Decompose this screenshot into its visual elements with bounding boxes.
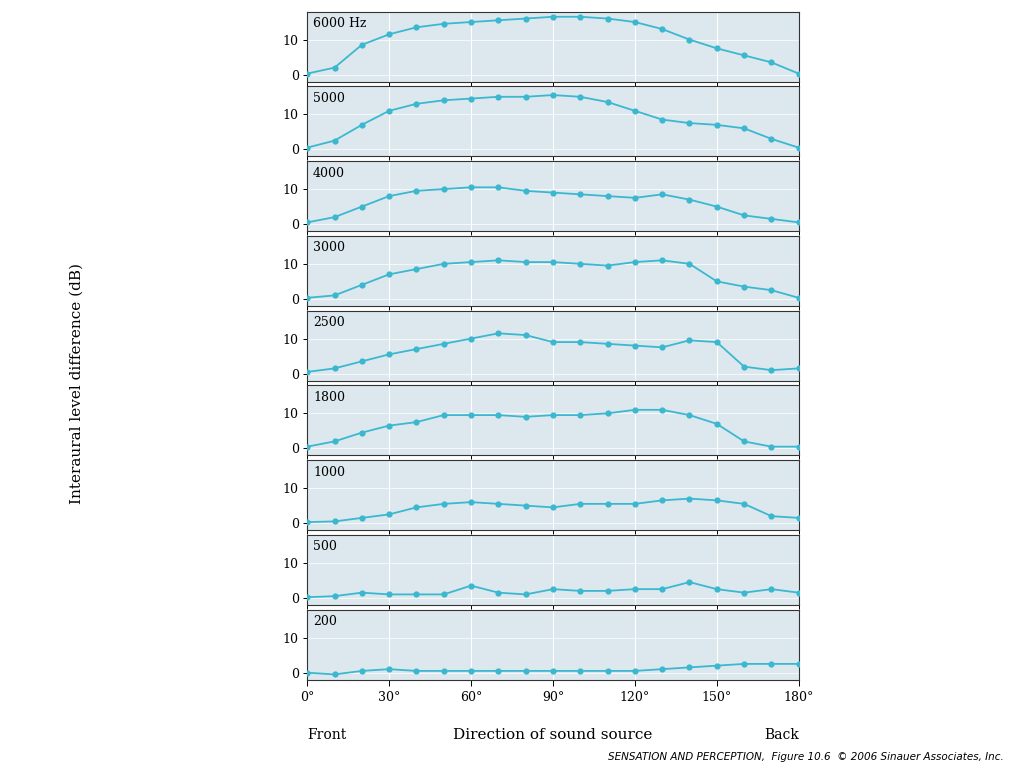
Text: 4000: 4000 <box>313 167 345 180</box>
Text: Front: Front <box>307 728 346 742</box>
Text: 1000: 1000 <box>313 465 345 478</box>
Text: Direction of sound source: Direction of sound source <box>454 728 652 742</box>
Text: 3000: 3000 <box>313 241 345 254</box>
Text: 2500: 2500 <box>313 316 345 329</box>
Text: Back: Back <box>764 728 799 742</box>
Text: SENSATION AND PERCEPTION,  Figure 10.6  © 2006 Sinauer Associates, Inc.: SENSATION AND PERCEPTION, Figure 10.6 © … <box>608 752 1004 762</box>
Text: 500: 500 <box>313 541 337 554</box>
Text: 5000: 5000 <box>313 92 345 105</box>
Text: 6000 Hz: 6000 Hz <box>313 17 367 30</box>
Text: Interaural level difference (dB): Interaural level difference (dB) <box>70 263 84 505</box>
Text: 200: 200 <box>313 615 337 628</box>
Text: 1800: 1800 <box>313 391 345 404</box>
